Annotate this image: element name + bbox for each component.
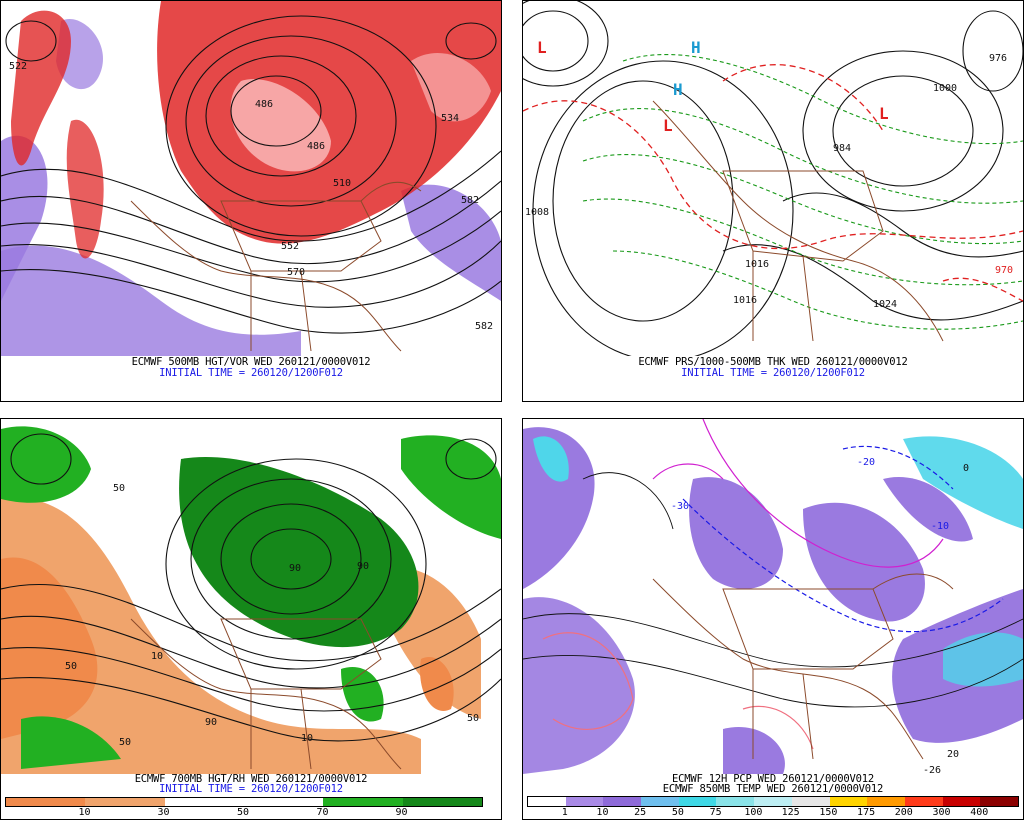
panel-500mb-hgt-vor: 522 486 486 510 534 582 552 570 582 ECMW… (0, 0, 502, 402)
contour-label: 90 (289, 563, 301, 574)
contour-label: 552 (281, 241, 299, 252)
contour-label: 20 (947, 749, 959, 760)
rh-colorbar-labels: 10 30 50 70 90 (5, 807, 481, 818)
map-pressure-thickness: 1008 1016 1016 1024 1000 976 970 984 L H… (523, 1, 1023, 356)
contour-label: 50 (65, 661, 77, 672)
colorbar-swatch (402, 798, 482, 806)
colorbar-swatch (528, 797, 566, 806)
colorbar-swatch (6, 798, 86, 806)
colorbar-swatch (85, 798, 165, 806)
colorbar-label: 50 (671, 807, 684, 818)
contour-label: 486 (255, 99, 273, 110)
contour-label: 50 (467, 713, 479, 724)
colorbar-swatch (323, 798, 403, 806)
colorbar-label: 25 (634, 807, 647, 818)
contour-label: 970 (995, 265, 1013, 276)
contour-label: 582 (475, 321, 493, 332)
precip-colorbar (527, 796, 1019, 807)
colorbar-swatch (791, 797, 830, 806)
map-700mb-rh: 50 90 90 10 50 50 90 10 50 (1, 419, 501, 774)
colorbar-label: 200 (894, 807, 913, 818)
panel-caption-line2: ECMWF 850MB TEMP WED 260121/0000V012 (662, 783, 884, 795)
colorbar-label: 90 (395, 807, 408, 818)
colorbar-swatch (641, 797, 679, 806)
colorbar-swatch (164, 798, 244, 806)
colorbar-swatch (980, 797, 1018, 806)
contour-label: -20 (857, 457, 875, 468)
colorbar-swatch (867, 797, 905, 806)
panel-caption-line1: ECMWF 700MB HGT/RH WED 260121/0000V012 (134, 773, 368, 785)
contour-label: 10 (151, 651, 163, 662)
colorbar-swatch (678, 797, 717, 806)
colorbar-swatch (716, 797, 755, 806)
rh-colorbar (5, 797, 483, 807)
colorbar-swatch (565, 797, 604, 806)
panel-caption-line2: INITIAL TIME = 260120/1200F012 (159, 367, 343, 379)
high-pressure-symbol: H (673, 80, 683, 99)
colorbar-label: 175 (857, 807, 876, 818)
colorbar-swatch (243, 798, 324, 806)
contour-label: -30 (671, 501, 689, 512)
panel-caption-line2: INITIAL TIME = 260120/1200F012 (681, 367, 865, 379)
contour-label: 522 (9, 61, 27, 72)
colorbar-label: 1 (561, 807, 568, 818)
contour-label: 10 (301, 733, 313, 744)
colorbar-label: 75 (709, 807, 722, 818)
colorbar-label: 300 (932, 807, 951, 818)
panel-caption-line1: ECMWF 12H PCP WED 260121/0000V012 (671, 773, 874, 785)
contour-label: 90 (205, 717, 217, 728)
low-pressure-symbol: L (537, 38, 547, 57)
colorbar-label: 400 (970, 807, 989, 818)
contour-label: 90 (357, 561, 369, 572)
contour-label: 1016 (745, 259, 769, 270)
colorbar-label: 150 (819, 807, 838, 818)
panel-caption-line1: ECMWF PRS/1000-500MB THK WED 260121/0000… (638, 356, 908, 368)
contour-label: 976 (989, 53, 1007, 64)
map-precip-temp: -10 -20 -30 0 20 -26 (523, 419, 1023, 774)
colorbar-swatch (829, 797, 868, 806)
contour-label: 1008 (525, 207, 549, 218)
contour-label: -26 (923, 765, 941, 774)
contour-label: 1000 (933, 83, 957, 94)
colorbar-label: 70 (316, 807, 329, 818)
colorbar-label: 10 (596, 807, 609, 818)
panel-12h-pcp-850mb-temp: -10 -20 -30 0 20 -26 ECMWF 12H PCP WED 2… (522, 418, 1024, 820)
colorbar-swatch (754, 797, 792, 806)
colorbar-swatch (904, 797, 943, 806)
contour-label: -10 (931, 521, 949, 532)
high-pressure-symbol: H (691, 38, 701, 57)
contour-label: 486 (307, 141, 325, 152)
contour-label: 0 (963, 463, 969, 474)
low-pressure-symbol: L (663, 116, 673, 135)
contour-label: 582 (461, 195, 479, 206)
contour-label: 1016 (733, 295, 757, 306)
panel-700mb-hgt-rh: 50 90 90 10 50 50 90 10 50 ECMWF 700MB H… (0, 418, 502, 820)
map-500mb-vorticity: 522 486 486 510 534 582 552 570 582 (1, 1, 501, 356)
contour-label: 1024 (873, 299, 897, 310)
colorbar-swatch (942, 797, 981, 806)
colorbar-label: 10 (78, 807, 91, 818)
contour-label: 570 (287, 267, 305, 278)
colorbar-label: 30 (157, 807, 170, 818)
contour-label: 50 (113, 483, 125, 494)
low-pressure-symbol: L (879, 104, 889, 123)
panel-prs-thickness: 1008 1016 1016 1024 1000 976 970 984 L H… (522, 0, 1024, 402)
colorbar-label: 50 (236, 807, 250, 818)
contour-label: 984 (833, 143, 851, 154)
precip-colorbar-labels: 1 10 25 50 75 100 125 150 175 200 300 40… (527, 807, 1017, 818)
contour-label: 510 (333, 178, 351, 189)
colorbar-label: 100 (744, 807, 763, 818)
contour-label: 534 (441, 113, 459, 124)
contour-label: 50 (119, 737, 131, 748)
panel-caption-line2: INITIAL TIME = 260120/1200F012 (159, 783, 343, 795)
colorbar-label: 125 (781, 807, 800, 818)
panel-caption-line1: ECMWF 500MB HGT/VOR WED 260121/0000V012 (131, 356, 371, 368)
colorbar-swatch (603, 797, 642, 806)
